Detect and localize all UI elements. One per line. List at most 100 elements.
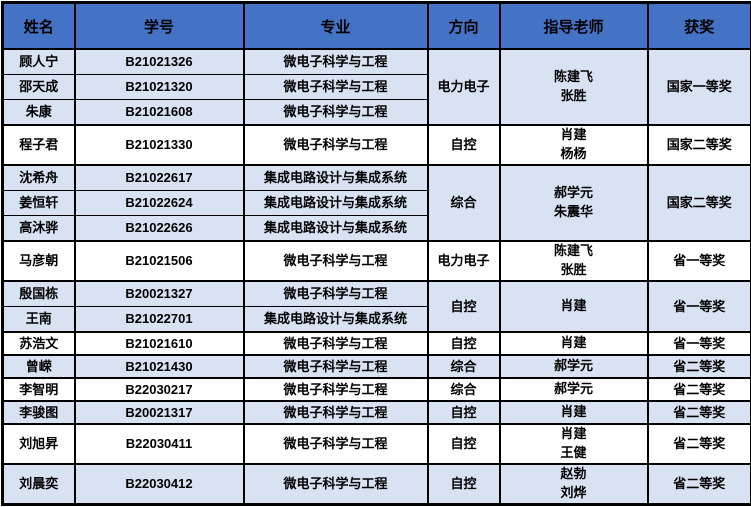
major-cell: 微电子科学与工程 [242,400,429,425]
direction-cell: 电力电子 [426,240,501,282]
advisor-cell: 肖建 王健 [498,423,649,465]
advisor-name: 朱震华 [553,204,593,219]
award-cell: 省二等奖 [646,463,751,506]
award-cell: 国家二等奖 [646,124,751,166]
award-cell: 省二等奖 [646,377,751,402]
student-id-cell: B22030217 [73,377,245,402]
advisor-cell: 肖建 [498,331,649,356]
student-row: 刘旭昇 B22030411 微电子科学与工程 自控 肖建 王健 省二等奖 [1,423,751,465]
major-cell: 集成电路设计与集成系统 [242,306,429,333]
major-cell: 微电子科学与工程 [242,74,429,100]
major-cell: 集成电路设计与集成系统 [242,190,429,216]
award-cell: 国家二等奖 [646,164,751,242]
name-cell: 朱康 [1,99,76,126]
student-row: 邵天成 B21021320 微电子科学与工程 [1,74,751,100]
name-cell: 刘晨奕 [1,463,76,506]
advisor-name: 郝学元 [553,358,593,374]
header-major: 专业 [242,1,429,50]
student-row: 顾人宁 B21021326 微电子科学与工程 电力电子 陈建飞 张胜 国家一等奖 [1,48,751,126]
advisor-name: 张胜 [560,262,587,277]
major-cell: 微电子科学与工程 [242,124,429,166]
award-cell: 省一等奖 [646,280,751,333]
student-id-cell: B21021506 [73,240,245,282]
student-row: 李智明 B22030217 微电子科学与工程 综合 郝学元 省二等奖 [1,377,751,402]
header-advisor: 指导老师 [498,1,649,50]
advisor-name: 陈建飞 [553,69,593,85]
advisor-name: 郝学元 [553,185,593,201]
student-id-cell: B21021430 [73,354,245,379]
student-row: 曾嵘 B21021430 微电子科学与工程 综合 郝学元 省二等奖 [1,354,751,379]
direction-cell: 自控 [426,463,501,506]
student-row: 李骏图 B20021317 微电子科学与工程 自控 肖建 省二等奖 [1,400,751,425]
name-cell: 邵天成 [1,74,76,100]
award-cell: 省一等奖 [646,240,751,282]
student-row: 殷国栋 B20021327 微电子科学与工程 自控 肖建 省一等奖 [1,280,751,333]
student-id-cell: B21022626 [73,215,245,242]
student-id-cell: B21022617 [73,164,245,191]
header-award: 获奖 [646,1,751,50]
name-cell: 马彦朝 [1,240,76,282]
major-cell: 微电子科学与工程 [242,423,429,465]
direction-cell: 综合 [426,164,501,242]
name-cell: 王南 [1,306,76,333]
direction-cell: 综合 [426,377,501,402]
direction-cell: 自控 [426,423,501,465]
name-cell: 曾嵘 [1,354,76,379]
student-row: 刘晨奕 B22030412 微电子科学与工程 自控 赵勃 刘烨 省二等奖 [1,463,751,506]
advisor-name: 陈建飞 [553,243,593,259]
student-row: 马彦朝 B21021506 微电子科学与工程 电力电子 陈建飞 张胜 省一等奖 [1,240,751,282]
advisor-cell: 肖建 [498,400,649,425]
major-cell: 集成电路设计与集成系统 [242,215,429,242]
award-cell: 省二等奖 [646,423,751,465]
major-cell: 微电子科学与工程 [242,331,429,356]
student-id-cell: B21021608 [73,99,245,126]
major-cell: 微电子科学与工程 [242,463,429,506]
direction-cell: 自控 [426,124,501,166]
student-row: 王南 B21022701 集成电路设计与集成系统 [1,306,751,333]
advisor-name: 肖建 [560,298,587,314]
header-row: 姓名 学号 专业 方向 指导老师 获奖 [1,1,751,50]
name-cell: 姜恒轩 [1,190,76,216]
advisor-cell: 赵勃 刘烨 [498,463,649,506]
advisor-cell: 肖建 杨杨 [498,124,649,166]
advisor-cell: 郝学元 [498,354,649,379]
header-direction: 方向 [426,1,501,50]
student-row: 朱康 B21021608 微电子科学与工程 [1,99,751,126]
student-id-cell: B21021330 [73,124,245,166]
advisor-cell: 陈建飞 张胜 [498,48,649,126]
header-student-id: 学号 [73,1,245,50]
advisor-cell: 陈建飞 张胜 [498,240,649,282]
major-cell: 微电子科学与工程 [242,99,429,126]
advisor-name: 赵勃 [560,466,587,482]
advisor-name: 肖建 [560,127,587,143]
award-cell: 省二等奖 [646,400,751,425]
direction-cell: 自控 [426,280,501,333]
name-cell: 高沐骅 [1,215,76,242]
student-id-cell: B21021610 [73,331,245,356]
advisor-name: 肖建 [560,404,587,420]
award-cell: 国家一等奖 [646,48,751,126]
name-cell: 刘旭昇 [1,423,76,465]
advisor-name: 郝学元 [553,381,593,397]
advisor-name: 肖建 [560,426,587,442]
name-cell: 李智明 [1,377,76,402]
major-cell: 微电子科学与工程 [242,354,429,379]
table-body: 顾人宁 B21021326 微电子科学与工程 电力电子 陈建飞 张胜 国家一等奖 邵天成 B21… [1,48,751,506]
header-name: 姓名 [1,1,76,50]
student-row: 沈希舟 B21022617 集成电路设计与集成系统 综合 郝学元 朱震华 国家二等奖 [1,164,751,242]
name-cell: 殷国栋 [1,280,76,307]
direction-cell: 自控 [426,400,501,425]
student-id-cell: B21022701 [73,306,245,333]
advisor-name: 杨杨 [560,146,587,161]
award-cell: 省一等奖 [646,331,751,356]
student-id-cell: B21021320 [73,74,245,100]
direction-cell: 自控 [426,331,501,356]
advisor-name: 王健 [560,445,587,460]
major-cell: 微电子科学与工程 [242,48,429,75]
student-id-cell: B21021326 [73,48,245,75]
direction-cell: 综合 [426,354,501,379]
award-cell: 省二等奖 [646,354,751,379]
name-cell: 程子君 [1,124,76,166]
